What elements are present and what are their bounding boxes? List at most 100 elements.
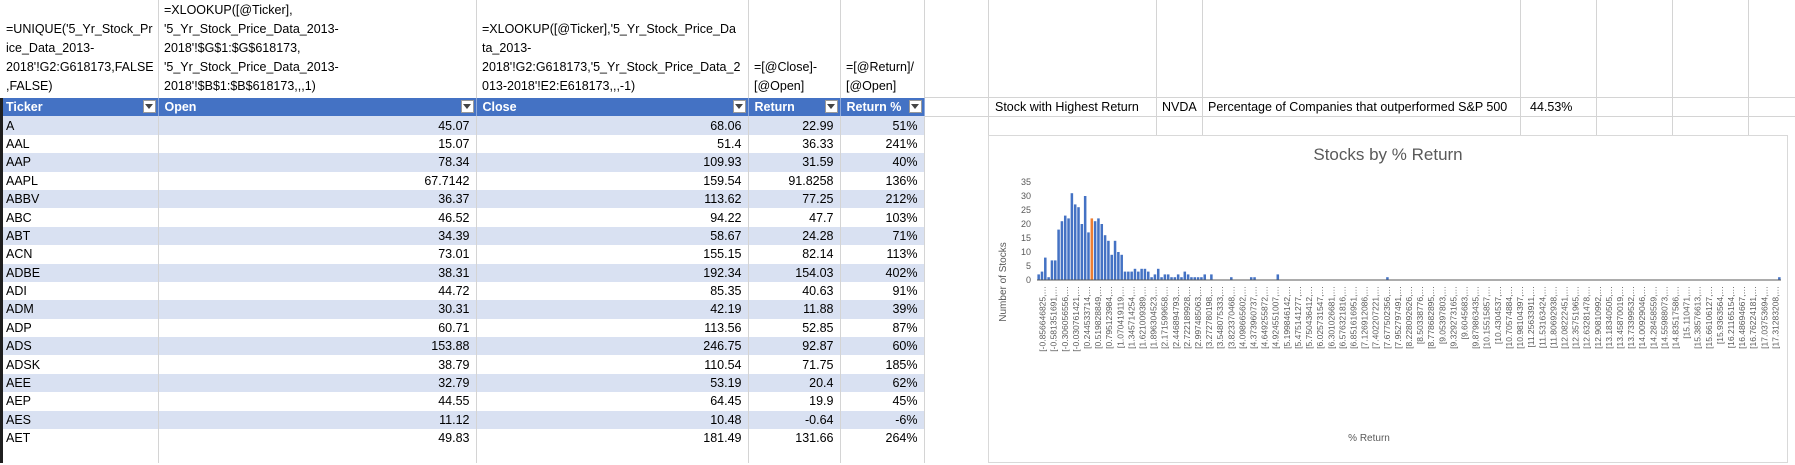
histogram-bar[interactable] (1133, 268, 1137, 280)
formula-cell-open[interactable]: =XLOOKUP([@Ticker], '5_Yr_Stock_Price_Da… (164, 3, 339, 93)
open-cell[interactable]: 44.55 (158, 392, 477, 411)
histogram-bar[interactable] (1127, 271, 1130, 280)
open-cell[interactable]: 78.34 (158, 153, 477, 172)
ticker-cell[interactable]: AET (0, 429, 159, 448)
highest-return-label[interactable]: Stock with Highest Return (995, 100, 1139, 114)
histogram-bar[interactable] (1150, 277, 1153, 280)
return-cell[interactable]: 82.14 (748, 245, 841, 264)
histogram-bar[interactable] (1080, 224, 1084, 280)
filter-dropdown-icon[interactable] (460, 100, 474, 113)
histogram-bar[interactable] (1110, 254, 1113, 280)
close-cell[interactable]: 246.75 (476, 337, 749, 356)
histogram-bar[interactable] (1156, 268, 1160, 280)
histogram-bar[interactable] (1147, 271, 1150, 280)
ticker-cell[interactable]: ACN (0, 245, 159, 264)
formula-cell-return-pct[interactable]: =[@Return]/ [@Open] (846, 60, 914, 93)
return-pct-cell[interactable]: 45% (840, 392, 925, 411)
return-pct-cell[interactable]: 51% (840, 116, 925, 135)
histogram-bar[interactable] (1097, 218, 1100, 280)
ticker-cell[interactable]: ADP (0, 318, 159, 338)
histogram-bar[interactable] (1186, 274, 1190, 280)
close-cell[interactable]: 110.54 (476, 355, 749, 374)
ticker-cell[interactable]: AAP (0, 153, 159, 172)
histogram-bar[interactable] (1166, 274, 1170, 280)
ticker-cell[interactable]: ADM (0, 300, 159, 319)
histogram-bar[interactable] (1153, 274, 1157, 280)
histogram-bar[interactable] (1100, 224, 1104, 280)
header-close[interactable]: Close (476, 98, 749, 117)
return-pct-cell[interactable]: 62% (840, 373, 925, 393)
outperformed-label[interactable]: Percentage of Companies that outperforme… (1208, 100, 1508, 114)
header-open[interactable]: Open (158, 98, 477, 117)
open-cell[interactable]: 73.01 (158, 245, 477, 264)
return-cell[interactable]: 92.87 (748, 337, 841, 356)
histogram-bar[interactable] (1176, 274, 1180, 280)
histogram-bar[interactable] (1063, 215, 1067, 280)
histogram-bar[interactable] (1276, 274, 1280, 280)
return-pct-cell[interactable]: 185% (840, 355, 925, 374)
histogram-bar[interactable] (1113, 240, 1117, 280)
histogram-bar[interactable] (1073, 204, 1077, 280)
histogram-bar[interactable] (1386, 277, 1389, 280)
return-cell[interactable]: 154.03 (748, 263, 841, 282)
open-cell[interactable]: 15.07 (158, 134, 477, 154)
return-pct-cell[interactable]: 136% (840, 171, 925, 190)
histogram-bar[interactable] (1083, 196, 1087, 280)
return-pct-cell[interactable]: -6% (840, 410, 925, 430)
close-cell[interactable]: 181.49 (476, 429, 749, 448)
close-cell[interactable]: 51.4 (476, 134, 749, 154)
histogram-bar[interactable] (1077, 207, 1080, 280)
open-cell[interactable]: 38.31 (158, 263, 477, 282)
formula-cell-ticker[interactable]: =UNIQUE('5_Yr_Stock_Pr ice_Data_2013- 20… (6, 22, 154, 93)
open-cell[interactable]: 11.12 (158, 410, 477, 430)
ticker-cell[interactable]: A (0, 116, 159, 135)
close-cell[interactable]: 94.22 (476, 208, 749, 227)
return-cell[interactable]: 71.75 (748, 355, 841, 374)
histogram-bar[interactable] (1203, 274, 1206, 280)
return-cell[interactable]: 24.28 (748, 226, 841, 246)
histogram-bar[interactable] (1140, 268, 1143, 280)
ticker-cell[interactable]: AES (0, 410, 159, 430)
histogram-bar[interactable] (1103, 235, 1107, 280)
histogram-bar[interactable] (1037, 274, 1040, 280)
histogram-bar[interactable] (1123, 271, 1127, 280)
header-return-pct[interactable]: Return % (840, 98, 925, 117)
return-pct-cell[interactable]: 87% (840, 318, 925, 338)
return-cell[interactable]: 11.88 (748, 300, 841, 319)
return-cell[interactable]: 36.33 (748, 134, 841, 154)
open-cell[interactable]: 44.72 (158, 281, 477, 301)
outperformed-value[interactable]: 44.53% (1530, 100, 1573, 114)
open-cell[interactable]: 30.31 (158, 300, 477, 319)
filter-dropdown-icon[interactable] (732, 100, 746, 113)
return-cell[interactable]: 77.25 (748, 189, 841, 209)
return-pct-cell[interactable]: 103% (840, 208, 925, 227)
histogram-bar[interactable] (1173, 277, 1177, 280)
return-pct-cell[interactable]: 113% (840, 245, 925, 264)
formula-cell-close[interactable]: =XLOOKUP([@Ticker],'5_Yr_Stock_Price_Da … (482, 22, 741, 93)
histogram-bar[interactable] (1253, 277, 1256, 280)
return-cell[interactable]: 22.99 (748, 116, 841, 135)
histogram-bar[interactable] (1040, 271, 1044, 280)
histogram-bar[interactable] (1170, 277, 1173, 280)
histogram-bar[interactable] (1180, 277, 1183, 280)
histogram-bar[interactable] (1193, 277, 1197, 280)
open-cell[interactable]: 45.07 (158, 116, 477, 135)
histogram-bar[interactable] (1230, 277, 1233, 280)
histogram-bar[interactable] (1060, 221, 1064, 280)
histogram-bar[interactable] (1249, 277, 1253, 280)
histogram-bar[interactable] (1067, 218, 1070, 280)
ticker-cell[interactable]: AEE (0, 373, 159, 393)
ticker-cell[interactable]: AAL (0, 134, 159, 154)
return-pct-cell[interactable]: 40% (840, 153, 925, 172)
close-cell[interactable]: 159.54 (476, 171, 749, 190)
return-cell[interactable]: 47.7 (748, 208, 841, 227)
filter-dropdown-icon[interactable] (824, 100, 838, 113)
histogram-bar[interactable] (1160, 277, 1163, 280)
header-return[interactable]: Return (748, 98, 841, 117)
histogram-bar[interactable] (1057, 229, 1060, 280)
close-cell[interactable]: 113.62 (476, 189, 749, 209)
histogram-bar[interactable] (1200, 277, 1203, 280)
open-cell[interactable]: 153.88 (158, 337, 477, 356)
return-pct-cell[interactable]: 60% (840, 337, 925, 356)
header-ticker[interactable]: Ticker (0, 98, 159, 117)
